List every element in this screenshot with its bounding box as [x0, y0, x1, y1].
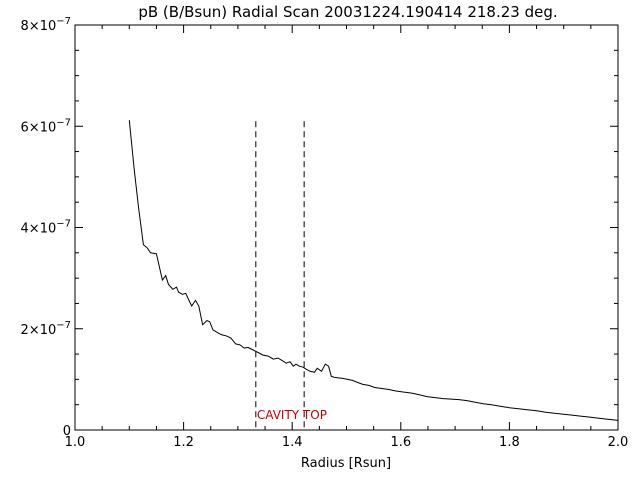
- y-tick-label: 0: [63, 424, 71, 439]
- y-tick-label: 6×10−7: [21, 117, 71, 135]
- annotation-cavity-top: CAVITY TOP: [257, 408, 327, 422]
- y-tick-mantissa: 4×10: [21, 222, 57, 237]
- x-tick-label: 1.0: [65, 435, 86, 450]
- x-tick-label: 2.0: [608, 435, 629, 450]
- x-tick-label: 1.8: [499, 435, 520, 450]
- y-axis: 02×10−74×10−76×10−78×10−7: [21, 16, 618, 439]
- y-tick-mantissa: 0: [63, 424, 71, 439]
- y-tick-exponent: −7: [56, 320, 71, 331]
- x-tick-label: 1.2: [173, 435, 194, 450]
- chart-title: pB (B/Bsun) Radial Scan 20031224.190414 …: [138, 3, 557, 21]
- y-tick-label: 2×10−7: [21, 320, 71, 338]
- cavity-markers: [255, 121, 305, 430]
- x-tick-label: 1.4: [282, 435, 303, 450]
- x-tick-label: 1.6: [390, 435, 411, 450]
- plot-frame: [74, 24, 619, 431]
- annotations: CAVITY TOP: [257, 408, 327, 422]
- series-line: [128, 120, 619, 421]
- y-tick-mantissa: 6×10: [21, 120, 57, 135]
- y-tick-mantissa: 8×10: [21, 19, 57, 34]
- y-tick-label: 8×10−7: [21, 16, 71, 34]
- y-tick-label: 4×10−7: [21, 219, 71, 237]
- y-tick-exponent: −7: [56, 219, 71, 230]
- x-axis: 1.0 1.2 1.4 1.6 1.8 2.0: [65, 25, 629, 450]
- y-tick-exponent: −7: [56, 16, 71, 27]
- x-axis-title: Radius [Rsun]: [301, 456, 391, 471]
- y-tick-mantissa: 2×10: [21, 323, 57, 338]
- y-tick-exponent: −7: [56, 117, 71, 128]
